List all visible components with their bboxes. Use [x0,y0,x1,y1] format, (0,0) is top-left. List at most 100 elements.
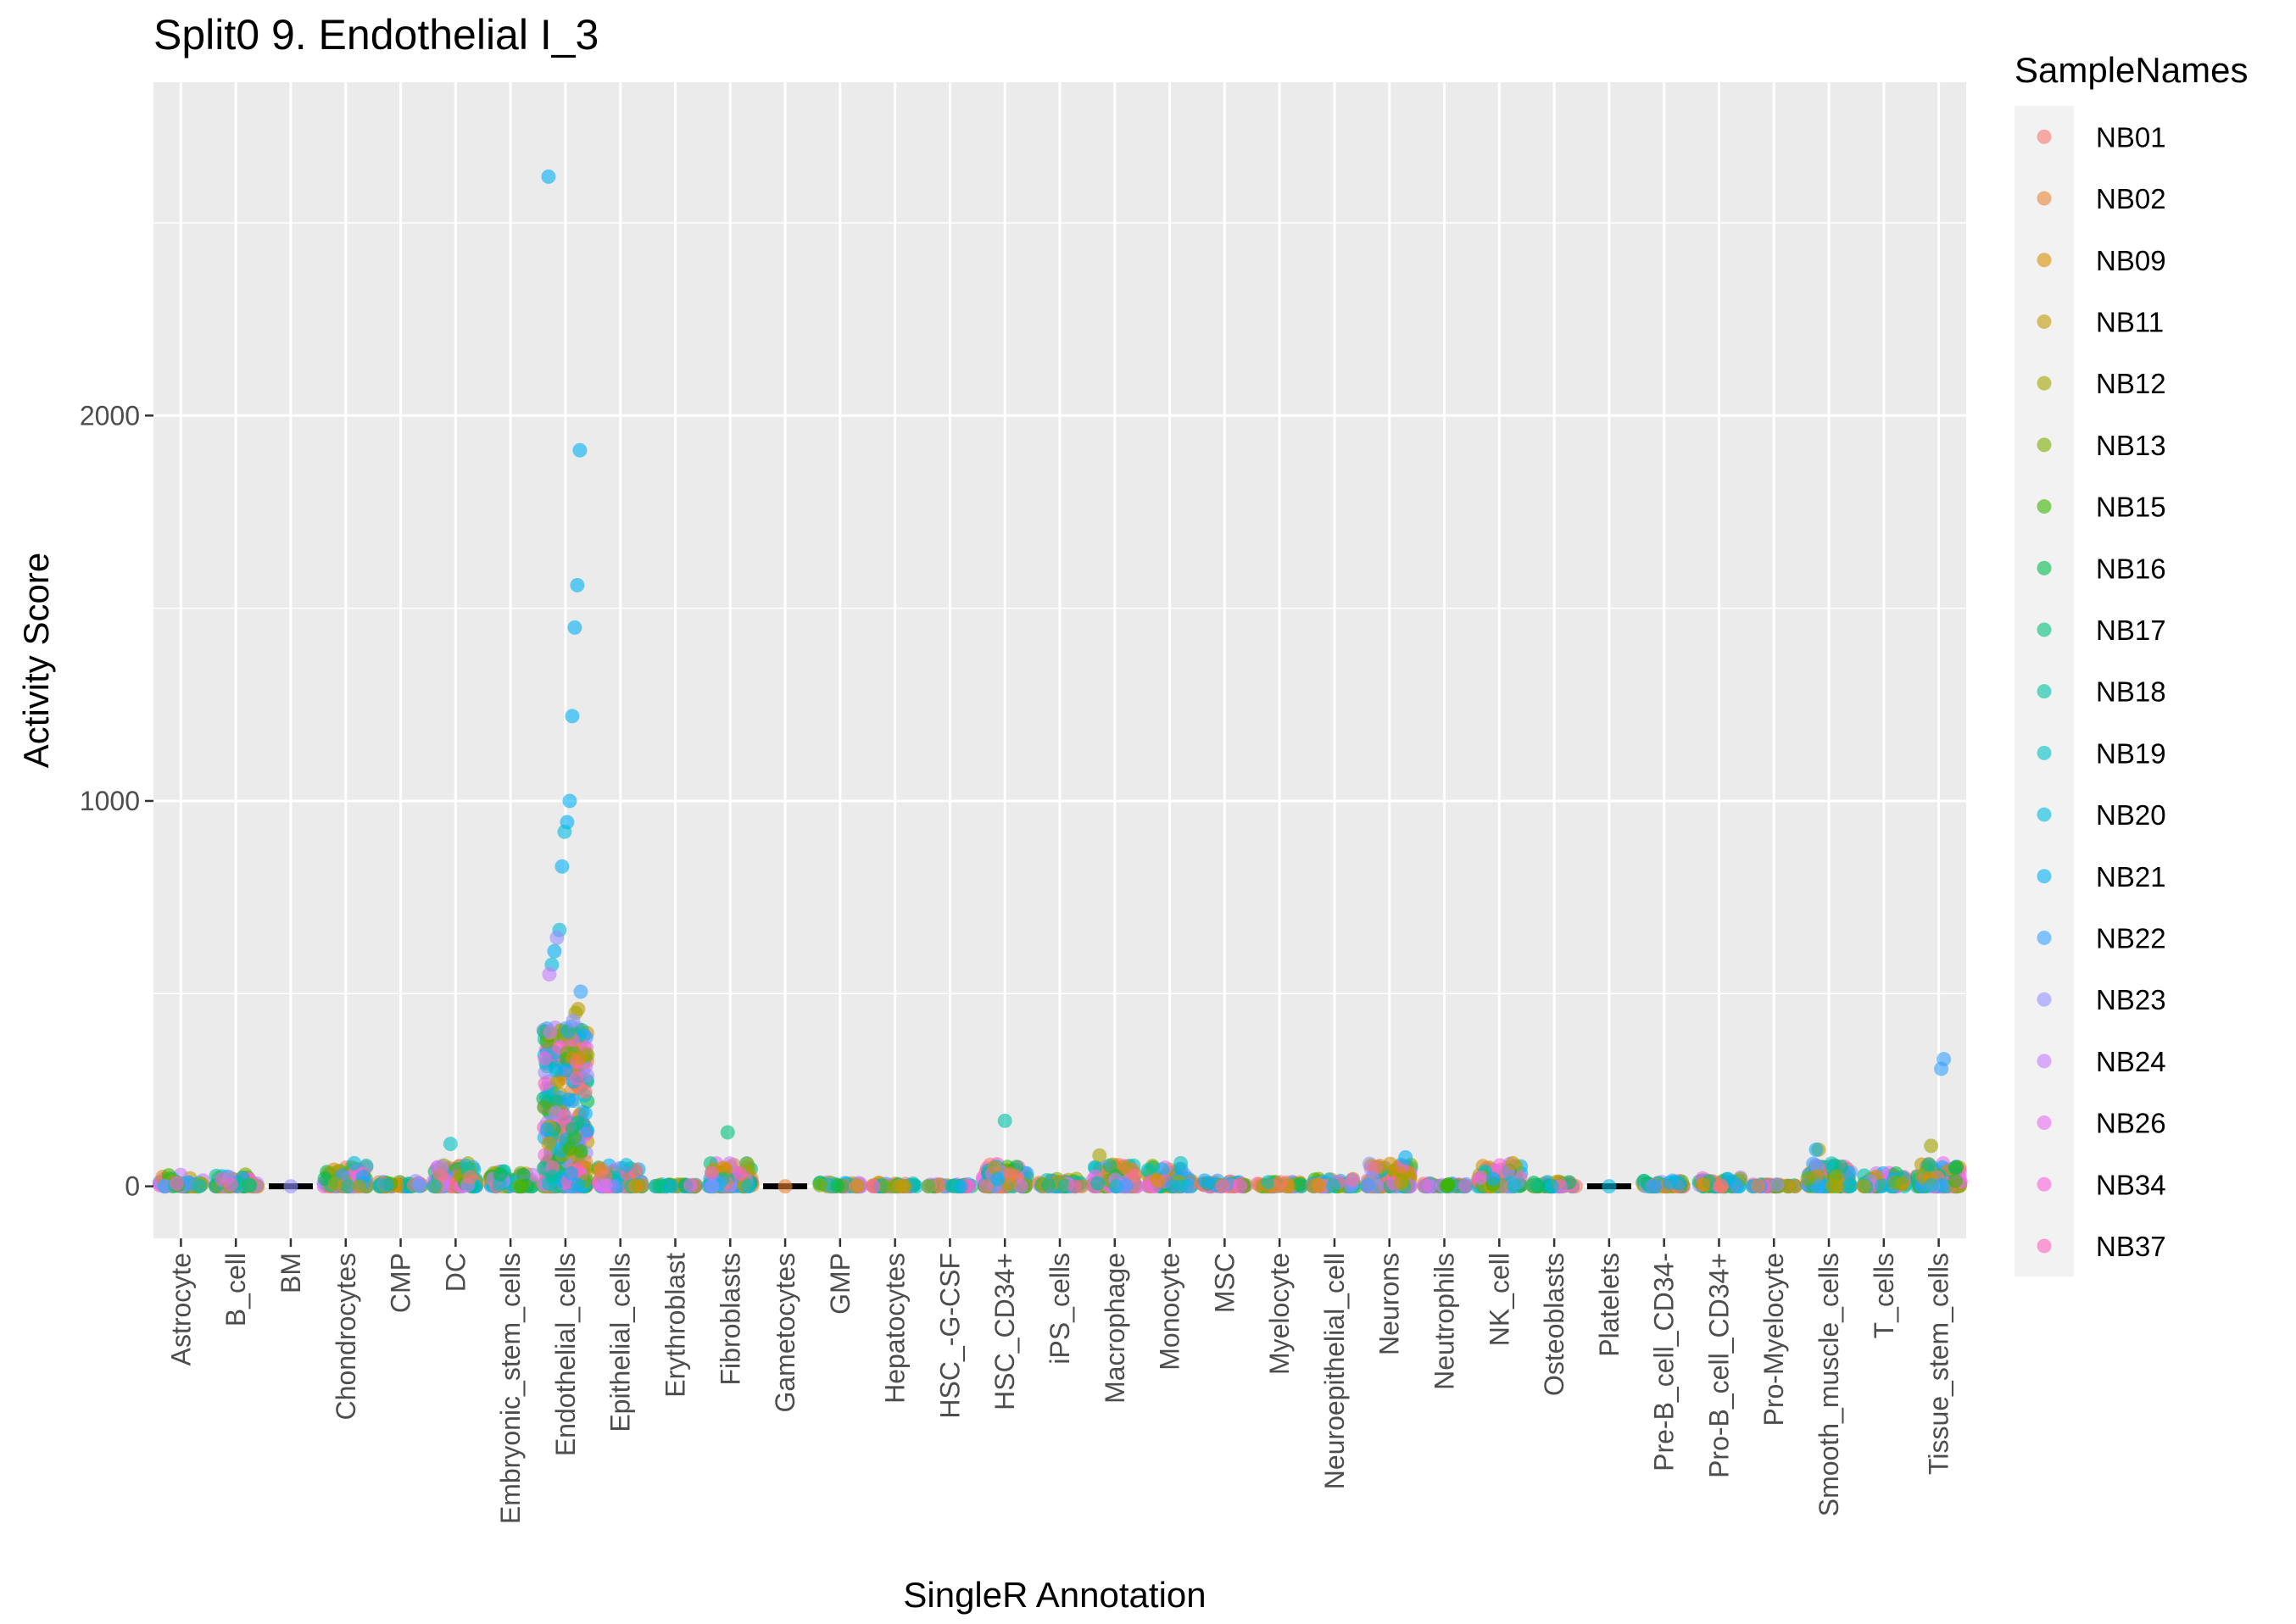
data-point [1261,1175,1276,1190]
data-point-outlier [554,859,570,874]
legend-item[interactable]: NB22 [2037,922,2166,954]
data-point-outlier [542,967,557,982]
data-point-outlier [572,442,588,458]
data-point [1002,1166,1017,1182]
data-point-outlier [1173,1155,1189,1171]
x-tick-label: MSC [1209,1253,1240,1313]
data-point [565,1121,580,1137]
y-axis-title: Activity Score [16,553,56,768]
data-point [1090,1176,1106,1191]
data-point [1895,1176,1910,1192]
data-point [539,1122,554,1137]
legend-key [2037,869,2052,884]
legend-key [2037,253,2052,268]
legend-label: NB11 [2096,306,2164,337]
chart-title: Split0 9. Endothelial I_3 [153,11,599,58]
legend-item[interactable]: NB02 [2037,183,2166,214]
legend-key [2037,745,2052,760]
legend-label: NB23 [2096,984,2166,1015]
legend-item[interactable]: NB21 [2037,861,2166,893]
legend-key [2037,560,2052,576]
data-point [1150,1173,1165,1188]
legend-item[interactable]: NB26 [2037,1108,2166,1139]
y-axis: 0 1000 2000 [80,400,153,1202]
data-point [340,1179,355,1194]
x-tick-label: DC [440,1253,471,1292]
legend-label: NB15 [2096,492,2166,523]
data-point [1662,1175,1677,1190]
legend-label: NB13 [2096,430,2166,461]
data-point [634,1178,649,1193]
legend-item[interactable]: NB11 [2037,306,2165,337]
data-point-outlier [557,824,572,839]
data-point [492,1177,507,1193]
legend-key [2037,992,2052,1007]
legend-label: NB09 [2096,245,2166,276]
data-point [1140,1162,1156,1177]
data-point [544,1170,560,1185]
data-point [562,1141,577,1156]
data-point [493,1167,508,1182]
data-point [169,1176,184,1191]
legend-item[interactable]: NB13 [2037,430,2166,461]
data-point [1695,1177,1710,1193]
legend-item[interactable]: NB17 [2037,615,2166,646]
data-point [580,1123,595,1138]
legend[interactable]: NB01 NB02 NB09 NB11 NB12 NB13 NB15 NB16 NB17 NB18… [2015,106,2166,1277]
legend-key [2037,191,2052,206]
x-tick-label: CMP [386,1253,416,1313]
legend-item[interactable]: NB18 [2037,676,2166,708]
x-tick-label: Pre-B_cell_CD34- [1649,1253,1680,1471]
data-point [1360,1177,1375,1193]
legend-item[interactable]: NB15 [2037,492,2166,523]
legend-item[interactable]: NB20 [2037,799,2166,831]
legend-label: NB26 [2096,1108,2166,1139]
data-point [1769,1177,1785,1193]
legend-item[interactable]: NB19 [2037,737,2166,769]
legend-label: NB34 [2096,1169,2166,1200]
x-tick-label: Endothelial_cells [550,1253,581,1456]
data-point [463,1170,478,1185]
data-point [1215,1179,1230,1194]
x-axis-title: SingleR Annotation [903,1575,1206,1615]
x-tick-label: Embryonic_stem_cells [495,1253,526,1524]
data-point [1393,1176,1408,1191]
legend-item[interactable]: NB16 [2037,553,2166,584]
data-point [573,1143,588,1159]
data-point [1067,1179,1082,1194]
legend-item[interactable]: NB37 [2037,1231,2166,1262]
x-tick-label: NK_cell [1484,1253,1514,1346]
legend-item[interactable]: NB24 [2037,1046,2166,1077]
data-point [1179,1178,1195,1193]
data-point [1525,1177,1541,1193]
data-point-outlier [541,169,556,184]
data-point [1924,1177,1939,1193]
grid-lines [153,82,1966,1238]
data-point-outlier [1924,1138,1939,1154]
legend-item[interactable]: NB12 [2037,368,2166,399]
x-tick-label: T_cells [1869,1253,1899,1338]
data-point [351,1179,366,1194]
data-point [1602,1179,1617,1194]
x-tick-label: Epithelial_cells [605,1253,636,1432]
x-tick-label: Chondrocytes [331,1253,361,1420]
legend-key [2037,930,2052,945]
data-point [558,1063,573,1078]
data-point [557,1109,572,1124]
data-point [1647,1179,1662,1194]
data-point [1417,1178,1432,1193]
x-tick-label: Smooth_muscle_cells [1814,1253,1844,1516]
legend-item[interactable]: NB23 [2037,984,2166,1015]
x-tick-label: Neutrophils [1429,1253,1460,1390]
legend-item[interactable]: NB01 [2037,121,2166,153]
legend-label: NB21 [2096,861,2166,893]
data-point [990,1171,1006,1187]
legend-item[interactable]: NB09 [2037,245,2166,276]
legend-label: NB37 [2096,1231,2166,1262]
legend-key [2037,1115,2052,1131]
data-point [327,1176,343,1192]
legend-item[interactable]: NB34 [2037,1169,2166,1200]
data-point [515,1167,531,1182]
x-tick-label: B_cell [220,1253,251,1326]
